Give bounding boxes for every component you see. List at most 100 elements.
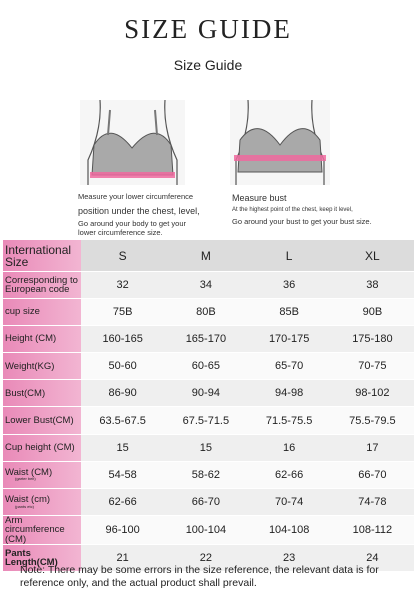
table-row: Corresponding to European code 32 34 36 38 xyxy=(3,271,414,300)
cell: 165-170 xyxy=(164,325,248,354)
cell: 63.5-67.5 xyxy=(81,406,165,435)
cell: 34 xyxy=(164,271,248,300)
cell: 66-70 xyxy=(330,461,414,489)
cell: 70-75 xyxy=(330,352,414,381)
cell: L xyxy=(247,240,331,272)
cell: 71.5-75.5 xyxy=(247,406,331,435)
cell: 94-98 xyxy=(247,379,331,408)
row-label: Height (CM) xyxy=(3,325,81,354)
table-row: Waist (cm) (pants etc) 62-66 66-70 70-74 74-7… xyxy=(3,488,414,516)
cell: 38 xyxy=(330,271,414,300)
row-label: cup size xyxy=(3,298,81,327)
cell: 22 xyxy=(164,544,248,573)
cell: 160-165 xyxy=(81,325,165,354)
cell: 74-78 xyxy=(330,488,414,516)
cell: 75B xyxy=(81,298,165,327)
cell: 80B xyxy=(164,298,248,327)
table-row: Height (CM) 160-165 165-170 170-175 175-180 xyxy=(3,325,414,354)
title: SIZE GUIDE xyxy=(124,14,292,44)
note: Note: There may be some errors in the si… xyxy=(20,564,379,589)
cell: 24 xyxy=(330,544,414,573)
cell: 90B xyxy=(330,298,414,327)
table-row: Lower Bust(CM) 63.5-67.5 67.5-71.5 71.5-75.… xyxy=(3,406,414,435)
caption-line: Measure your lower circumference xyxy=(78,192,194,201)
cell: 98-102 xyxy=(330,379,414,408)
label-text: Arm circumference (CM) xyxy=(5,514,65,545)
cell: 90-94 xyxy=(164,379,248,408)
row-label: Pants Length(CM) xyxy=(3,544,81,573)
cell: XL xyxy=(330,240,414,272)
cell: 58-62 xyxy=(164,461,248,489)
row-label: Corresponding to European code xyxy=(3,271,81,300)
cell: 96-100 xyxy=(81,515,165,546)
cell: 62-66 xyxy=(81,488,165,516)
cell: 100-104 xyxy=(164,515,248,546)
caption-lower-bust: Measure your lower circumference positio… xyxy=(78,192,203,241)
cell: 15 xyxy=(81,434,165,462)
cell: 170-175 xyxy=(247,325,331,354)
caption-line: At the highest point of the chest, keep … xyxy=(232,207,353,214)
cell: 108-112 xyxy=(330,515,414,546)
cell: 15 xyxy=(164,434,248,462)
row-label: Waist (cm) (pants etc) xyxy=(3,488,81,516)
table-row: Weight(KG) 50-60 60-65 65-70 70-75 xyxy=(3,352,414,381)
cell: 104-108 xyxy=(247,515,331,546)
cell: 66-70 xyxy=(164,488,248,516)
label-text: Corresponding to European code xyxy=(5,274,78,296)
table-row: Pants Length(CM) 21 22 23 24 xyxy=(3,544,414,573)
table-row: Arm circumference (CM) 96-100 100-104 104-1… xyxy=(3,514,414,546)
header-row: International Size S M L XL xyxy=(3,240,414,272)
cell: 175-180 xyxy=(330,325,414,354)
cell: 85B xyxy=(247,298,331,327)
cell: 17 xyxy=(330,434,414,462)
caption-line: Go around your bust to get your bust siz… xyxy=(232,217,372,227)
cell: 21 xyxy=(81,544,165,573)
cell: 50-60 xyxy=(81,352,165,381)
caption-line: Go around your body to get your lower ci… xyxy=(78,218,186,237)
label-text: Bust(CM) xyxy=(5,387,46,399)
label-text: Waist (cm) xyxy=(5,494,51,506)
cell: M xyxy=(164,240,248,272)
table-row: cup size 75B 80B 85B 90B xyxy=(3,298,414,327)
row-label: Bust(CM) xyxy=(3,379,81,408)
table-row: Bust(CM) 86-90 90-94 94-98 98-102 xyxy=(3,379,414,408)
cell: 60-65 xyxy=(164,352,248,381)
label-note: (garter belt) xyxy=(15,476,36,482)
cell: 86-90 xyxy=(81,379,165,408)
subtitle: Size Guide xyxy=(173,57,243,73)
cell: 36 xyxy=(247,271,331,300)
label-text: Pants Length(CM) xyxy=(5,547,58,569)
caption-bust: Measure bust At the highest point of the… xyxy=(232,193,372,231)
cell: 32 xyxy=(81,271,165,300)
label-text: Waist (CM) xyxy=(5,466,53,478)
row-label: Cup height (CM) xyxy=(3,434,81,462)
label-text: Cup height (CM) xyxy=(5,441,75,453)
label-text: Weight(KG) xyxy=(5,360,55,372)
cell: 62-66 xyxy=(247,461,331,489)
cell: 70-74 xyxy=(247,488,331,516)
row-label: Lower Bust(CM) xyxy=(3,406,81,435)
caption-line: position under the chest, level, xyxy=(78,205,200,216)
cell: 75.5-79.5 xyxy=(330,406,414,435)
table-row: Cup height (CM) 15 15 16 17 xyxy=(3,434,414,462)
label-note: (pants etc) xyxy=(15,503,34,509)
label-text: International Size xyxy=(5,242,72,269)
cell: 23 xyxy=(247,544,331,573)
label-text: Lower Bust(CM) xyxy=(5,414,74,426)
cell: 65-70 xyxy=(247,352,331,381)
table-row: Waist (CM) (garter belt) 54-58 58-62 62-66 66… xyxy=(3,461,414,489)
cell: S xyxy=(81,240,165,272)
figure-lower-bust xyxy=(80,100,185,185)
cell: 16 xyxy=(247,434,331,462)
caption-line: Measure bust xyxy=(232,193,287,203)
row-label: Weight(KG) xyxy=(3,352,81,381)
row-label: Arm circumference (CM) xyxy=(3,514,81,546)
figure-bust xyxy=(230,100,330,185)
size-table: International Size S M L XL Corresponding to … xyxy=(3,240,414,573)
row-label: Waist (CM) (garter belt) xyxy=(3,461,81,489)
row-label: International Size xyxy=(3,240,81,272)
cell: 67.5-71.5 xyxy=(164,406,248,435)
cell: 54-58 xyxy=(81,461,165,489)
label-text: Height (CM) xyxy=(5,333,57,345)
